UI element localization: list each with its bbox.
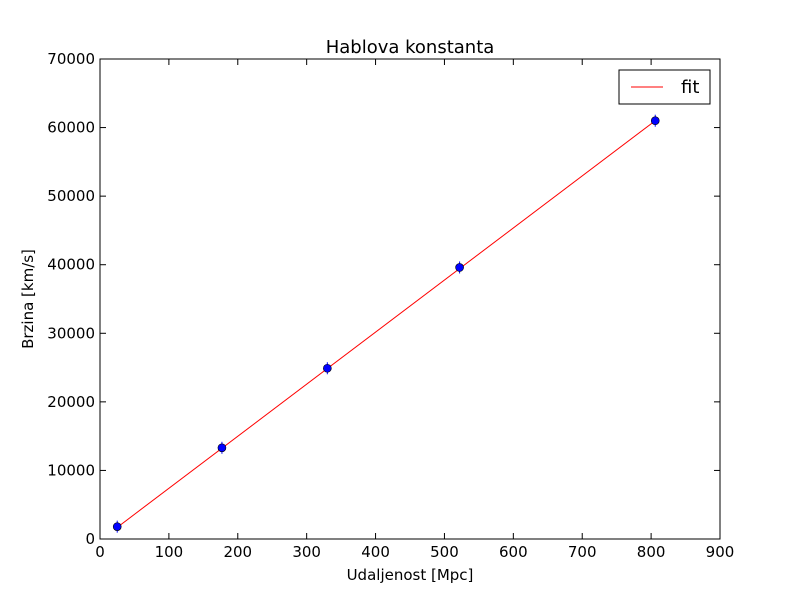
- legend-fit-label: fit: [681, 77, 699, 98]
- x-tick-label: 900: [706, 543, 735, 561]
- legend: fit: [618, 69, 711, 105]
- chart-title: Hablova konstanta: [326, 37, 495, 58]
- plot-frame: [99, 58, 721, 540]
- y-axis-label: Brzina [km/s]: [19, 249, 37, 349]
- data-point: [650, 116, 660, 126]
- x-tick-label: 0: [95, 543, 105, 561]
- data-point: [455, 263, 464, 272]
- x-tick-label: 200: [223, 543, 252, 561]
- data-point: [217, 443, 227, 453]
- x-tick-label: 400: [361, 543, 390, 561]
- y-tick-label: 0: [85, 530, 95, 548]
- x-tick-label: 700: [568, 543, 597, 561]
- y-tick-label: 60000: [47, 119, 95, 137]
- x-tick-label: 800: [637, 543, 666, 561]
- legend-box: [618, 69, 711, 105]
- y-tick-label: 40000: [47, 256, 95, 274]
- y-tick-label: 30000: [47, 324, 95, 342]
- y-tick-label: 10000: [47, 461, 95, 479]
- data-point: [323, 363, 332, 373]
- y-tick-label: 70000: [47, 50, 95, 68]
- data-point: [112, 522, 122, 531]
- y-tick-label: 50000: [47, 187, 95, 205]
- x-axis-label: Udaljenost [Mpc]: [347, 566, 474, 584]
- x-tick-label: 100: [155, 543, 184, 561]
- x-tick-label: 500: [430, 543, 459, 561]
- y-tick-label: 20000: [47, 393, 95, 411]
- axis-ticks: 0 100 200 300 400 500 600 700 800 900 0 10000 20000 3…: [47, 50, 734, 561]
- x-tick-label: 300: [292, 543, 321, 561]
- plot-area: [112, 114, 660, 533]
- x-tick-label: 600: [499, 543, 528, 561]
- series-line-fit: [116, 120, 656, 528]
